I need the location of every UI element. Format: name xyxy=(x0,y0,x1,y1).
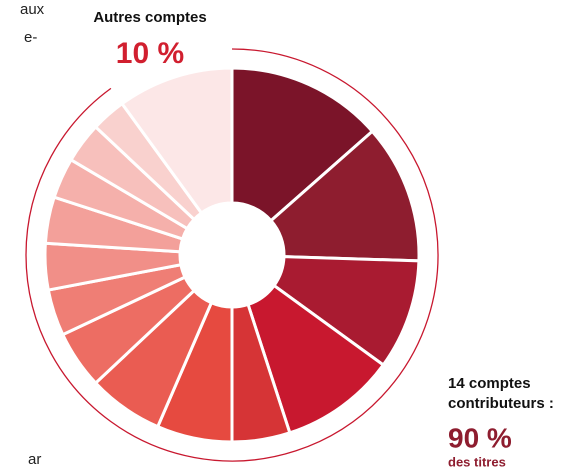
bracket-arc xyxy=(25,48,439,462)
text-fragment: aux xyxy=(20,1,45,18)
contributors-share: 90 % xyxy=(448,422,512,453)
others-share: 10 % xyxy=(116,37,184,70)
contributors-unit: des titres xyxy=(448,454,506,469)
contributors-label: contributeurs : xyxy=(448,395,554,412)
donut-segment xyxy=(268,129,421,263)
contributors-label: 14 comptes xyxy=(448,375,531,392)
others-label: Autres comptes xyxy=(93,9,206,26)
donut-segment xyxy=(246,283,386,435)
donut-segment xyxy=(119,66,234,216)
text-fragment: ar xyxy=(28,451,41,468)
donut-segment xyxy=(230,66,375,223)
text-fragment: e- xyxy=(24,29,37,46)
